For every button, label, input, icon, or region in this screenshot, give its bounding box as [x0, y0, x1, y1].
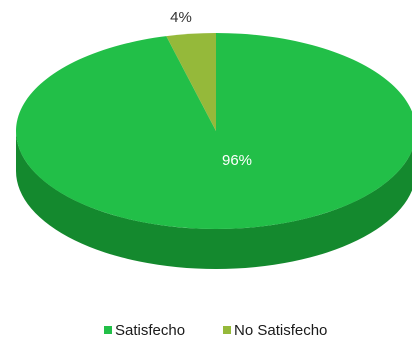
- pie-plot-area: [16, 33, 412, 269]
- pie-slice-satisfecho: [16, 33, 412, 229]
- legend-label-satisfecho: Satisfecho: [115, 322, 185, 339]
- legend-label-no-satisfecho: No Satisfecho: [234, 322, 327, 339]
- legend: Satisfecho No Satisfecho: [104, 322, 327, 339]
- data-label-satisfecho: 96%: [222, 152, 252, 169]
- legend-swatch-no-satisfecho: [223, 326, 231, 334]
- pie-slice-no-satisfecho: [166, 33, 216, 131]
- pie-slice-side-satisfecho: [16, 131, 412, 269]
- data-label-no-satisfecho: 4%: [170, 9, 192, 26]
- legend-swatch-satisfecho: [104, 326, 112, 334]
